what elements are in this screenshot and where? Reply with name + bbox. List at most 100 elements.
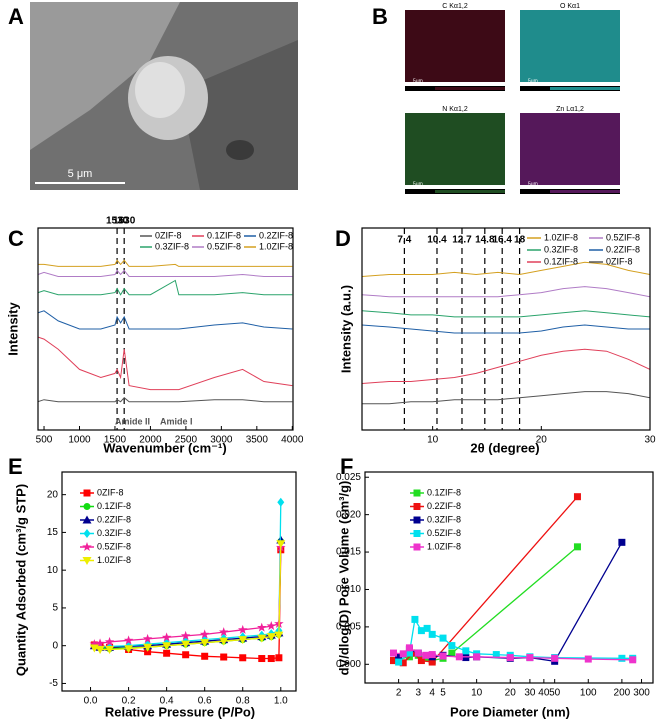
- map-title: N Kα1,2: [442, 106, 468, 113]
- y-axis-title: Intensity (a.u.): [338, 285, 353, 373]
- series-line: [362, 324, 650, 334]
- legend-label: 0ZIF-8: [97, 487, 124, 497]
- marker: [257, 634, 267, 643]
- marker: [83, 489, 91, 497]
- marker: [123, 635, 134, 645]
- reference-label: 10.4: [427, 235, 447, 246]
- marker: [413, 489, 421, 497]
- legend-label: 0.5ZIF-8: [427, 528, 461, 538]
- marker: [218, 627, 229, 637]
- marker: [220, 653, 228, 661]
- map-color-bar: [435, 190, 505, 193]
- chart: C Wavenumber (cm⁻¹) Intensity 500 1000 1500 20…: [5, 216, 303, 456]
- map-image: [405, 113, 505, 185]
- legend-label: 0ZIF-8: [606, 256, 633, 266]
- legend-label: 1.0ZIF-8: [544, 232, 578, 242]
- marker: [439, 634, 447, 642]
- legend-label: 0.1ZIF-8: [544, 256, 578, 266]
- marker: [413, 516, 421, 524]
- reference-label: 18: [514, 235, 526, 246]
- y-tick-label: 0.015: [336, 547, 361, 558]
- marker: [448, 642, 456, 650]
- marker: [417, 657, 425, 665]
- legend-label: 0.5ZIF-8: [97, 541, 131, 551]
- marker: [417, 627, 425, 635]
- y-tick-label: 0.020: [336, 509, 361, 520]
- x-tick-label: 0.8: [236, 696, 250, 707]
- annotation: Amide I: [160, 416, 193, 426]
- legend-label: 0ZIF-8: [155, 230, 182, 240]
- marker: [439, 652, 447, 660]
- map-title: O Kα1: [560, 3, 580, 10]
- marker: [462, 654, 470, 662]
- sem-sheet: [180, 40, 298, 190]
- y-axis-title: Quantity Adsorbed (cm³/g STP): [13, 484, 28, 676]
- legend-label: 0.3ZIF-8: [544, 244, 578, 254]
- marker: [144, 648, 152, 656]
- marker: [573, 543, 581, 551]
- eds-maps: C Kα1,2 5μm O Kα1 5μm N Kα1,2 5μm Zn Lα1,2 5μm: [405, 3, 620, 194]
- x-tick-label: 5: [440, 688, 446, 699]
- marker: [414, 649, 422, 657]
- map-color-bar: [550, 190, 620, 193]
- marker: [422, 651, 430, 659]
- marker: [423, 624, 431, 632]
- marker: [274, 631, 284, 640]
- legend-label: 1.0ZIF-8: [97, 555, 131, 565]
- x-tick-label: 2000: [139, 435, 162, 446]
- map-color-bar: [435, 87, 505, 90]
- marker: [142, 633, 153, 643]
- series-line: [362, 348, 650, 384]
- x-axis-title: Relative Pressure (P/Po): [105, 704, 255, 719]
- x-tick-label: 10: [427, 435, 439, 446]
- map-scale: 5μm: [413, 181, 423, 187]
- sem-hole: [226, 140, 254, 160]
- marker: [257, 622, 267, 632]
- x-tick-label: 1500: [104, 435, 127, 446]
- marker: [181, 640, 191, 649]
- series-line: [38, 279, 293, 296]
- panel-label: A: [8, 4, 24, 29]
- panel-label: D: [335, 226, 351, 251]
- x-tick-label: 500: [36, 435, 53, 446]
- series-line: [398, 617, 633, 663]
- x-tick-label: 4: [429, 688, 435, 699]
- legend-label: 0.2ZIF-8: [97, 514, 131, 524]
- map-image: [520, 10, 620, 82]
- legend-label: 0.3ZIF-8: [97, 528, 131, 538]
- marker: [411, 615, 419, 623]
- legend-label: 0.3ZIF-8: [427, 514, 461, 524]
- legend-label: 0.2ZIF-8: [259, 230, 293, 240]
- x-tick-label: 4000: [281, 435, 304, 446]
- marker: [238, 636, 248, 645]
- y-tick-label: 0: [52, 640, 58, 651]
- x-tick-label: 3000: [210, 435, 233, 446]
- marker: [200, 639, 210, 648]
- marker: [551, 654, 559, 662]
- y-axis-title: Intensity: [5, 302, 20, 356]
- panel-label: B: [372, 4, 388, 29]
- marker: [573, 493, 581, 501]
- y-tick-label: 15: [47, 527, 59, 538]
- marker: [266, 633, 276, 642]
- marker: [104, 636, 115, 646]
- marker: [95, 638, 105, 648]
- marker: [473, 653, 481, 661]
- map-image: [405, 10, 505, 82]
- marker: [161, 632, 172, 642]
- y-tick-label: 0.025: [336, 472, 361, 483]
- marker: [266, 621, 277, 631]
- map-scale: 5μm: [528, 78, 538, 84]
- x-tick-label: 300: [633, 688, 650, 699]
- x-tick-label: 100: [580, 688, 597, 699]
- reference-label: 1530: [106, 216, 129, 227]
- legend-label: 0.1ZIF-8: [97, 501, 131, 511]
- marker: [455, 653, 463, 661]
- series-line: [398, 541, 623, 663]
- legend-label: 0.2ZIF-8: [606, 244, 640, 254]
- reference-label: 7.4: [397, 235, 411, 246]
- x-axis-title: Pore Diameter (nm): [450, 704, 570, 719]
- series-line: [38, 336, 293, 391]
- marker: [399, 650, 407, 658]
- marker: [267, 655, 275, 663]
